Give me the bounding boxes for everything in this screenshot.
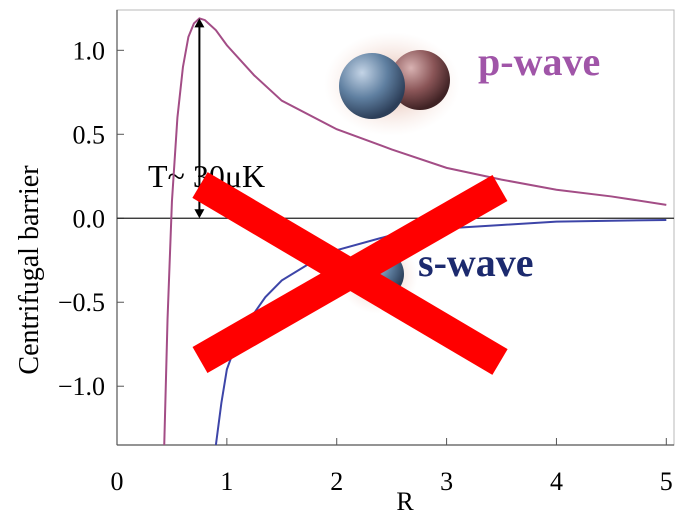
overlay [0,0,681,516]
page: {"chart_data": { "type": "line", "y_labe… [0,0,681,516]
